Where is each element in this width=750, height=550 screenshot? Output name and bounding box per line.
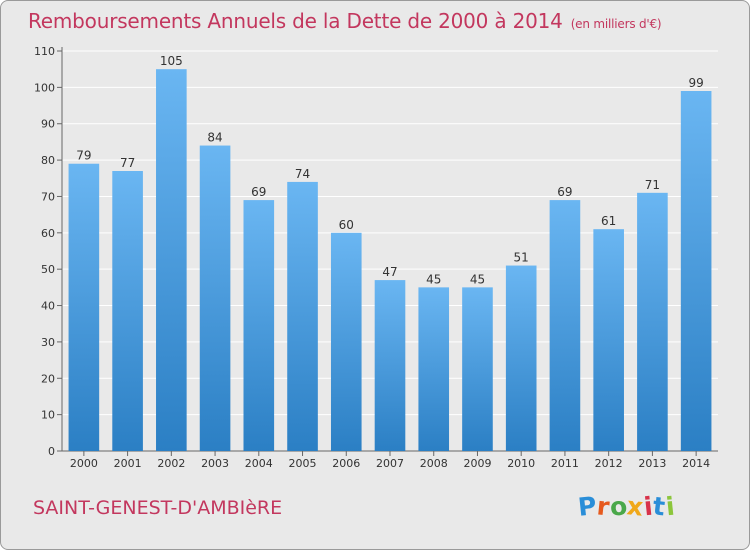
bar <box>505 265 537 451</box>
data-label: 77 <box>120 156 135 170</box>
y-tick-label: 30 <box>41 336 55 349</box>
bar <box>112 171 143 451</box>
bar <box>418 287 450 451</box>
data-label: 45 <box>426 272 441 286</box>
x-tick-label: 2005 <box>289 457 317 470</box>
chart-subtitle: (en milliers d'€) <box>570 17 662 31</box>
data-label: 47 <box>382 265 397 279</box>
y-tick-label: 100 <box>34 81 55 94</box>
y-tick-label: 80 <box>41 154 55 167</box>
bar <box>637 192 668 451</box>
y-tick-label: 110 <box>34 45 55 58</box>
y-tick-label: 90 <box>41 118 55 131</box>
x-tick-label: 2004 <box>245 457 273 470</box>
data-label: 71 <box>645 178 660 192</box>
data-label: 51 <box>514 251 529 265</box>
chart-title: Remboursements Annuels de la Dette de 20… <box>28 9 662 33</box>
bar <box>156 69 187 451</box>
logo-letter: i <box>664 491 677 522</box>
x-tick-label: 2013 <box>638 457 666 470</box>
bar <box>462 287 493 451</box>
data-label: 61 <box>601 214 616 228</box>
bar <box>287 181 318 451</box>
x-tick-label: 2011 <box>551 457 579 470</box>
x-tick-label: 2007 <box>376 457 404 470</box>
bar <box>374 280 406 451</box>
y-tick-label: 40 <box>41 300 55 313</box>
y-tick-label: 50 <box>41 263 55 276</box>
bar <box>330 232 362 451</box>
x-tick-label: 2008 <box>420 457 448 470</box>
y-tick-label: 0 <box>48 445 55 458</box>
data-label: 84 <box>207 131 222 145</box>
x-tick-label: 2014 <box>682 457 710 470</box>
data-label: 69 <box>251 185 266 199</box>
proxiti-logo: Proxiti <box>577 491 677 522</box>
data-label: 105 <box>160 54 183 68</box>
x-tick-label: 2001 <box>114 457 142 470</box>
data-label: 79 <box>76 149 91 163</box>
x-tick-label: 2002 <box>157 457 185 470</box>
x-tick-label: 2010 <box>507 457 535 470</box>
data-label: 45 <box>470 272 485 286</box>
bar <box>593 229 624 451</box>
bar <box>680 91 712 451</box>
data-label: 99 <box>688 76 703 90</box>
y-tick-label: 60 <box>41 227 55 240</box>
x-tick-label: 2006 <box>332 457 360 470</box>
data-label: 74 <box>295 167 310 181</box>
x-tick-label: 2003 <box>201 457 229 470</box>
x-tick-label: 2012 <box>595 457 623 470</box>
bar <box>68 163 100 451</box>
bar <box>199 145 231 451</box>
chart-title-text: Remboursements Annuels de la Dette de 20… <box>28 9 563 33</box>
y-tick-label: 10 <box>41 409 55 422</box>
x-tick-label: 2009 <box>463 457 491 470</box>
x-tick-label: 2000 <box>70 457 98 470</box>
y-tick-label: 70 <box>41 190 55 203</box>
bar <box>243 200 275 451</box>
data-label: 69 <box>557 185 572 199</box>
bar <box>549 200 581 451</box>
location-name: SAINT-GENEST-D'AMBIèRE <box>33 497 283 519</box>
data-label: 60 <box>339 218 354 232</box>
y-tick-label: 20 <box>41 372 55 385</box>
